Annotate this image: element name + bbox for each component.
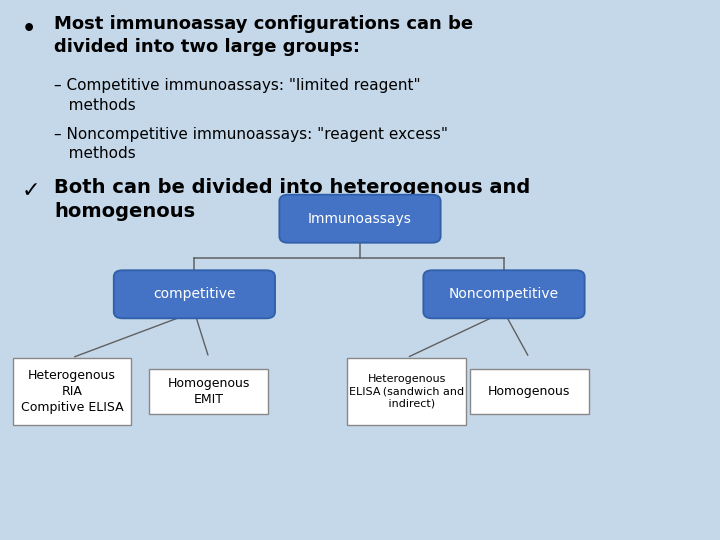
- FancyBboxPatch shape: [150, 368, 268, 415]
- FancyBboxPatch shape: [13, 357, 132, 426]
- FancyBboxPatch shape: [279, 195, 441, 243]
- Text: Heterogenous
RIA
Compitive ELISA: Heterogenous RIA Compitive ELISA: [21, 369, 123, 414]
- FancyBboxPatch shape: [114, 271, 275, 319]
- Text: •: •: [22, 19, 36, 39]
- FancyBboxPatch shape: [423, 271, 585, 319]
- Text: Heterogenous
ELISA (sandwich and
   indirect): Heterogenous ELISA (sandwich and indirec…: [349, 374, 464, 409]
- Text: Most immunoassay configurations can be
divided into two large groups:: Most immunoassay configurations can be d…: [54, 15, 473, 56]
- Text: ✓: ✓: [22, 181, 40, 201]
- Text: Both can be divided into heterogenous and
homogenous: Both can be divided into heterogenous an…: [54, 178, 530, 221]
- FancyBboxPatch shape: [347, 357, 467, 426]
- Text: Noncompetitive: Noncompetitive: [449, 287, 559, 301]
- Text: – Competitive immunoassays: "limited reagent"
   methods: – Competitive immunoassays: "limited rea…: [54, 78, 420, 112]
- Text: Immunoassays: Immunoassays: [308, 212, 412, 226]
- Text: competitive: competitive: [153, 287, 235, 301]
- FancyBboxPatch shape: [469, 368, 589, 415]
- Text: Homogenous: Homogenous: [488, 385, 570, 398]
- Text: Homogenous
EMIT: Homogenous EMIT: [168, 377, 250, 406]
- Text: – Noncompetitive immunoassays: "reagent excess"
   methods: – Noncompetitive immunoassays: "reagent …: [54, 127, 448, 161]
